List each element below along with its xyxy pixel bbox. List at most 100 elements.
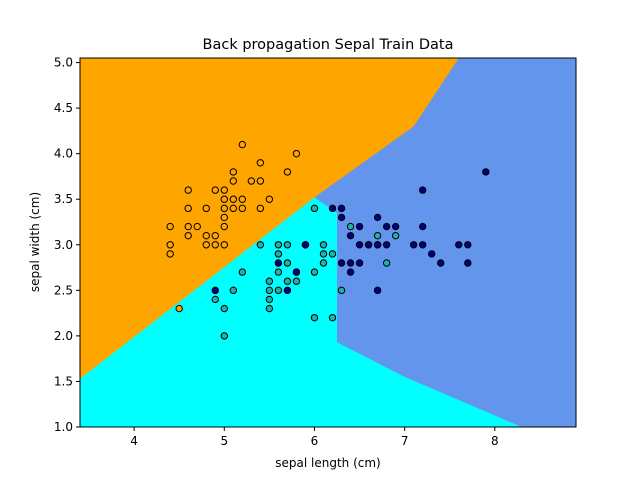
data-point-class2 (382, 241, 391, 249)
plot-frame (79, 57, 577, 428)
data-point-class2 (355, 222, 364, 231)
data-point-class2 (283, 286, 292, 295)
data-point-class1 (319, 259, 328, 267)
data-point-class2 (455, 241, 463, 249)
y-tick-label: 3.5 (54, 192, 73, 206)
x-axis-ticks: 4 5 6 7 8 (130, 427, 499, 448)
data-point-class2 (373, 213, 382, 222)
data-point-class1 (292, 277, 301, 285)
data-point-class2 (382, 222, 391, 231)
data-point-class2 (409, 241, 418, 249)
y-tick-label: 4.5 (54, 101, 73, 115)
data-point-class2 (328, 204, 337, 213)
data-point-class0 (211, 241, 219, 249)
data-point-class1 (310, 204, 319, 213)
data-point-class2 (355, 241, 364, 249)
data-point-class1 (337, 286, 346, 295)
data-point-class0 (229, 195, 238, 203)
data-point-class1 (328, 313, 337, 322)
y-axis-ticks: 1.0 1.5 2.0 2.5 3.0 3.5 4.0 4.5 5.0 (54, 56, 80, 434)
x-tick-label: 8 (491, 434, 499, 448)
data-point-class2 (346, 231, 355, 240)
x-tick-label: 6 (311, 434, 319, 448)
data-point-class2 (337, 259, 346, 267)
data-point-class0 (220, 186, 228, 194)
data-point-class0 (238, 140, 247, 149)
data-point-class1 (220, 304, 228, 313)
x-axis-label: sepal length (cm) (275, 456, 380, 470)
data-point-class0 (256, 204, 265, 213)
data-point-class2 (364, 241, 373, 249)
data-point-class0 (220, 241, 228, 249)
data-point-class0 (211, 186, 219, 194)
data-point-class0 (238, 204, 247, 213)
data-point-class0 (184, 231, 192, 240)
data-point-class0 (184, 204, 192, 213)
y-tick-label: 1.0 (54, 420, 73, 434)
data-point-class0 (220, 204, 228, 213)
data-point-class1 (373, 231, 382, 240)
x-tick-label: 5 (220, 434, 228, 448)
data-point-class0 (175, 304, 183, 313)
data-point-class2 (391, 222, 400, 231)
data-point-class1 (328, 250, 337, 258)
data-point-class0 (193, 222, 201, 231)
data-point-class2 (211, 286, 219, 295)
data-point-class0 (166, 241, 174, 249)
data-point-class2 (482, 168, 490, 176)
data-point-class2 (464, 241, 472, 249)
data-point-class0 (229, 204, 238, 213)
data-point-class2 (437, 259, 445, 267)
data-point-class2 (373, 286, 382, 295)
y-tick-label: 2.0 (54, 329, 73, 343)
data-point-class2 (346, 259, 355, 267)
data-point-class1 (265, 304, 274, 313)
data-point-class0 (256, 177, 265, 185)
x-tick-label: 4 (130, 434, 138, 448)
data-point-class0 (184, 222, 192, 231)
data-point-class0 (247, 177, 256, 185)
data-point-class1 (238, 268, 247, 276)
data-point-class1 (274, 241, 283, 249)
y-tick-label: 4.0 (54, 147, 73, 161)
y-tick-label: 1.5 (54, 374, 73, 388)
data-point-class1 (283, 241, 292, 249)
data-point-class1 (229, 286, 238, 295)
data-point-class1 (283, 277, 292, 285)
y-axis-label: sepal width (cm) (28, 192, 42, 292)
data-point-class0 (202, 204, 210, 213)
data-point-class2 (292, 268, 301, 276)
data-point-class2 (355, 259, 364, 267)
data-point-class1 (274, 268, 283, 276)
data-point-class0 (220, 213, 228, 222)
data-point-class1 (319, 241, 328, 249)
data-point-class2 (373, 241, 382, 249)
data-point-class0 (238, 195, 247, 203)
data-point-class0 (283, 168, 292, 176)
data-point-class0 (265, 195, 274, 203)
data-point-class2 (337, 213, 346, 222)
data-point-class1 (274, 286, 283, 295)
y-tick-label: 3.0 (54, 238, 73, 252)
decision-regions (80, 58, 576, 427)
data-point-class0 (202, 241, 210, 249)
data-point-class0 (166, 250, 174, 258)
data-point-class1 (265, 277, 274, 285)
data-point-class2 (418, 186, 427, 194)
data-point-class0 (256, 159, 265, 167)
data-point-class1 (382, 259, 391, 267)
data-point-class0 (211, 231, 219, 240)
data-point-class2 (301, 241, 310, 249)
data-point-class2 (337, 204, 346, 213)
data-point-class0 (229, 177, 238, 185)
data-point-class0 (184, 186, 192, 194)
data-point-class1 (391, 231, 400, 240)
data-point-class1 (346, 222, 355, 231)
data-point-class0 (202, 231, 210, 240)
data-point-class1 (310, 268, 319, 276)
data-point-class1 (211, 295, 219, 304)
y-tick-label: 2.5 (54, 283, 73, 297)
x-tick-label: 7 (401, 434, 409, 448)
data-point-class1 (265, 295, 274, 304)
